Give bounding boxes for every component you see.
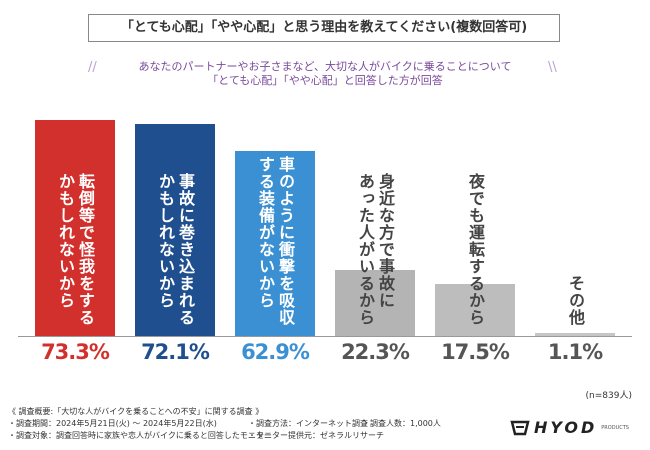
decoration: // bbox=[88, 60, 97, 75]
category-label: 転倒等で怪我をする かもしれないから bbox=[56, 173, 95, 326]
logo: HYOD PRODUCTS bbox=[510, 418, 629, 437]
bar bbox=[335, 270, 415, 336]
footnote: 《 調査概要:「大切な人がバイクを乗ることへの不安」に関する調査 》 bbox=[8, 407, 264, 416]
category-label: 事故に巻き込まれる かもしれないから bbox=[156, 173, 195, 326]
category-label: その他 bbox=[566, 275, 585, 326]
bar bbox=[135, 123, 215, 336]
bar bbox=[535, 332, 615, 336]
footnote: ・調査人数：1,000人 bbox=[362, 419, 441, 428]
footnote: ・モニター提供元：ゼネラルリサーチ bbox=[248, 431, 384, 440]
chart-title: 「とても心配」「やや心配」と思う理由を教えてください(複数回答可) bbox=[88, 14, 560, 42]
bar bbox=[235, 150, 315, 336]
decoration: \\ bbox=[548, 60, 557, 75]
subtitle: 「とても心配」「やや心配」と回答した方が回答 bbox=[207, 74, 443, 87]
bar bbox=[35, 120, 115, 336]
baseline bbox=[18, 336, 632, 337]
logo-sub: PRODUCTS bbox=[601, 424, 629, 431]
value-label: 62.9% bbox=[241, 340, 310, 364]
value-label: 72.1% bbox=[141, 340, 210, 364]
subtitle: あなたのパートナーやお子さまなど、大切な人がバイクに乗ることについて bbox=[138, 60, 512, 73]
value-label: 17.5% bbox=[441, 340, 510, 364]
sample-note: (n=839人) bbox=[585, 391, 632, 401]
footnote: ・調査期間：2024年5月21日(火) ～ 2024年5月22日(水) bbox=[8, 419, 217, 428]
footnote: ・調査対象：調査回答時に家族や恋人がバイクに乗ると回答したモニター bbox=[8, 431, 272, 440]
category-label: 身近な方で事故に あった人がいるから bbox=[356, 173, 395, 326]
logo-text: HYOD bbox=[534, 418, 598, 437]
bar bbox=[435, 284, 515, 336]
value-label: 73.3% bbox=[41, 340, 110, 364]
logo-icon bbox=[510, 420, 530, 435]
footnote: ・調査方法：インターネット調査 bbox=[248, 419, 368, 428]
category-label: 車のように衝撃を吸収 する装備がないから bbox=[256, 156, 295, 326]
value-label: 1.1% bbox=[547, 340, 603, 364]
value-label: 22.3% bbox=[341, 340, 410, 364]
category-label: 夜でも運転するから bbox=[466, 173, 485, 326]
